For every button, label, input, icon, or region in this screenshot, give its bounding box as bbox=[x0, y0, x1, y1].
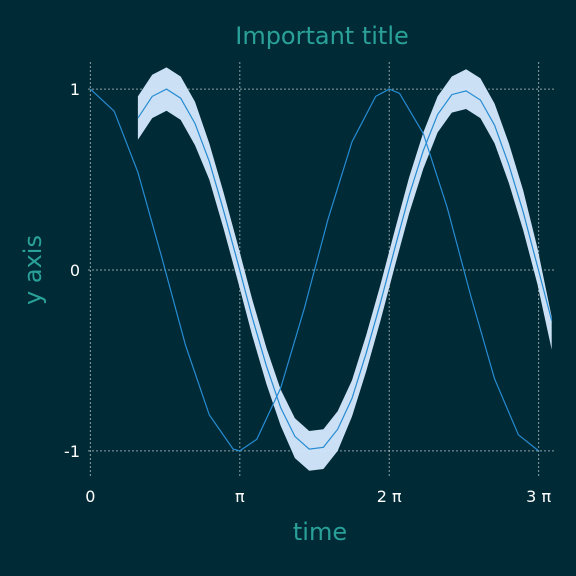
line-layer bbox=[89, 88, 553, 452]
x-tick-label: 3 π bbox=[526, 487, 551, 506]
band-layer bbox=[137, 67, 552, 471]
tick-layer: 0 π 2 π 3 π -1 0 1 bbox=[64, 80, 551, 506]
y-tick-label: -1 bbox=[64, 442, 80, 461]
y-tick-label: 1 bbox=[70, 80, 80, 99]
band-center-line bbox=[137, 88, 553, 450]
y-tick-label: 0 bbox=[70, 261, 80, 280]
x-tick-label: π bbox=[235, 487, 245, 506]
x-tick-label: 0 bbox=[85, 487, 95, 506]
confidence-band bbox=[137, 67, 552, 471]
cosine-line bbox=[89, 88, 539, 452]
x-axis-label: time bbox=[293, 518, 347, 546]
y-axis-label: y axis bbox=[19, 235, 47, 305]
x-tick-label: 2 π bbox=[377, 487, 402, 506]
chart-title: Important title bbox=[235, 22, 409, 50]
